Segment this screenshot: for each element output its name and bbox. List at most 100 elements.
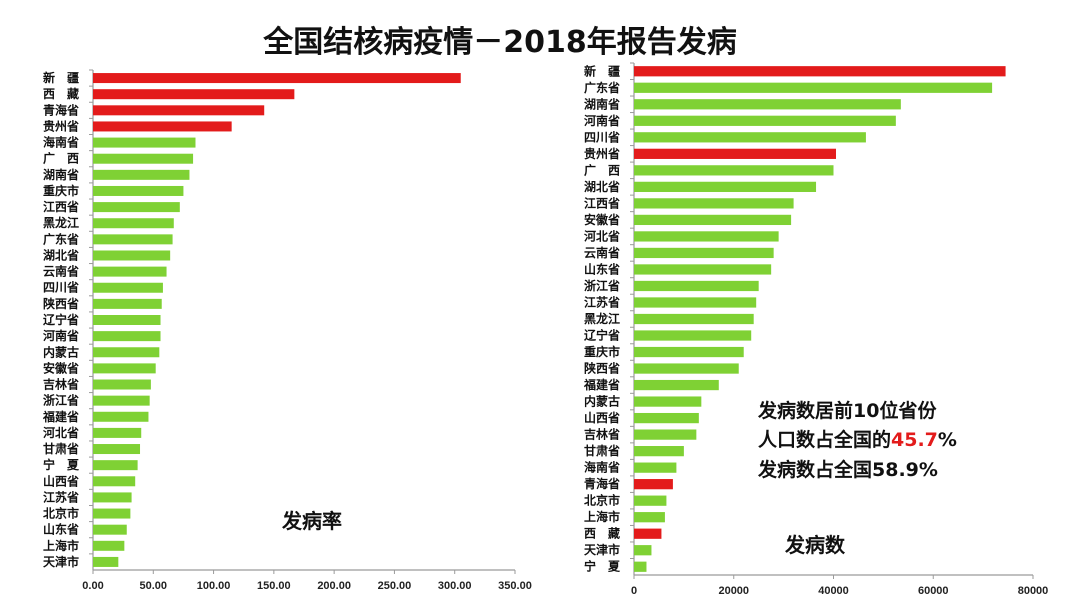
- category-label: 山东省: [43, 522, 79, 537]
- bar: [634, 231, 779, 242]
- category-label: 贵州省: [43, 118, 79, 133]
- category-label: 内蒙古: [584, 394, 620, 409]
- bar: [93, 137, 196, 148]
- category-label: 辽宁省: [43, 312, 79, 327]
- category-label: 宁 夏: [43, 457, 80, 472]
- bar: [93, 363, 156, 374]
- x-tick-label: 300.00: [438, 580, 472, 592]
- category-label: 安徽省: [584, 212, 620, 227]
- bar: [634, 99, 901, 110]
- bar: [93, 234, 173, 245]
- category-label: 吉林省: [584, 427, 620, 442]
- bar: [634, 379, 719, 391]
- category-label: 北京市: [43, 506, 79, 521]
- category-label: 广东省: [584, 80, 620, 95]
- category-label: 天津市: [584, 542, 620, 557]
- category-label: 湖南省: [584, 96, 620, 111]
- bar: [634, 313, 754, 325]
- category-label: 上海市: [584, 509, 620, 524]
- bar: [634, 297, 757, 308]
- category-label: 四川省: [43, 280, 79, 295]
- bar: [634, 396, 702, 407]
- bar: [93, 460, 138, 471]
- x-tick-label: 50.00: [140, 580, 168, 592]
- bar: [634, 561, 647, 572]
- category-label: 青海省: [584, 476, 620, 491]
- category-label: 河南省: [42, 328, 79, 343]
- category-label: 宁 夏: [584, 559, 621, 574]
- bar: [93, 347, 160, 358]
- case-count-label: 发病数: [784, 533, 846, 557]
- category-label: 广 西: [43, 151, 79, 166]
- category-label: 河北省: [42, 425, 79, 440]
- category-label: 黑龙江: [584, 311, 620, 326]
- category-label: 陕西省: [584, 361, 620, 376]
- bar: [634, 214, 792, 226]
- bar: [93, 73, 461, 84]
- category-label: 江苏省: [584, 294, 620, 309]
- bar: [634, 264, 772, 275]
- bar: [634, 479, 673, 490]
- x-tick-label: 20000: [718, 585, 749, 597]
- bar: [634, 446, 684, 457]
- category-label: 江西省: [43, 199, 79, 214]
- bar: [634, 363, 739, 374]
- bar: [634, 545, 652, 556]
- category-label: 甘肃省: [584, 443, 620, 458]
- bar: [93, 315, 161, 325]
- bar: [93, 508, 131, 519]
- annotation-line-1: 发病数居前10位省份: [757, 399, 937, 422]
- x-tick-label: 60000: [918, 585, 949, 597]
- bar: [634, 198, 794, 209]
- bar: [93, 105, 265, 116]
- bar: [93, 121, 232, 132]
- category-label: 江西省: [584, 195, 620, 210]
- category-label: 山东省: [584, 261, 620, 276]
- annotation-line-2-post: %: [938, 429, 957, 451]
- category-label: 云南省: [43, 264, 79, 279]
- bar: [93, 202, 180, 213]
- category-label: 广东省: [43, 231, 79, 246]
- bar: [93, 395, 150, 406]
- bar: [93, 476, 136, 487]
- category-label: 新 疆: [43, 70, 79, 85]
- bar: [634, 429, 697, 440]
- category-label: 海南省: [43, 135, 79, 150]
- category-label: 吉林省: [43, 377, 79, 392]
- category-label: 河南省: [583, 113, 620, 128]
- category-label: 海南省: [584, 460, 620, 475]
- bar: [93, 282, 163, 293]
- bar: [634, 346, 744, 358]
- bar: [93, 331, 161, 342]
- bar: [634, 247, 774, 259]
- category-label: 青海省: [43, 102, 79, 117]
- bar: [93, 250, 171, 261]
- bar: [93, 411, 149, 422]
- category-label: 陕西省: [43, 296, 79, 311]
- category-label: 云南省: [584, 245, 620, 260]
- category-label: 北京市: [584, 493, 620, 508]
- category-label: 福建省: [583, 377, 620, 392]
- category-label: 山西省: [43, 473, 79, 488]
- x-tick-label: 200.00: [317, 580, 351, 592]
- bar: [93, 556, 119, 567]
- bar: [634, 181, 817, 192]
- bar: [93, 379, 151, 390]
- bar: [634, 412, 699, 424]
- category-label: 湖南省: [43, 167, 79, 182]
- bar: [634, 280, 759, 292]
- category-label: 重庆市: [43, 183, 79, 198]
- bar: [93, 492, 132, 503]
- bar: [634, 115, 896, 126]
- incidence-rate-label: 发病率: [281, 509, 342, 533]
- category-label: 西 藏: [584, 526, 620, 541]
- bar: [634, 82, 993, 93]
- category-label: 黑龙江: [43, 215, 79, 230]
- bar: [93, 89, 295, 100]
- bar: [93, 266, 167, 277]
- category-label: 河北省: [583, 228, 620, 243]
- category-label: 福建省: [42, 409, 79, 424]
- category-label: 贵州省: [584, 146, 620, 161]
